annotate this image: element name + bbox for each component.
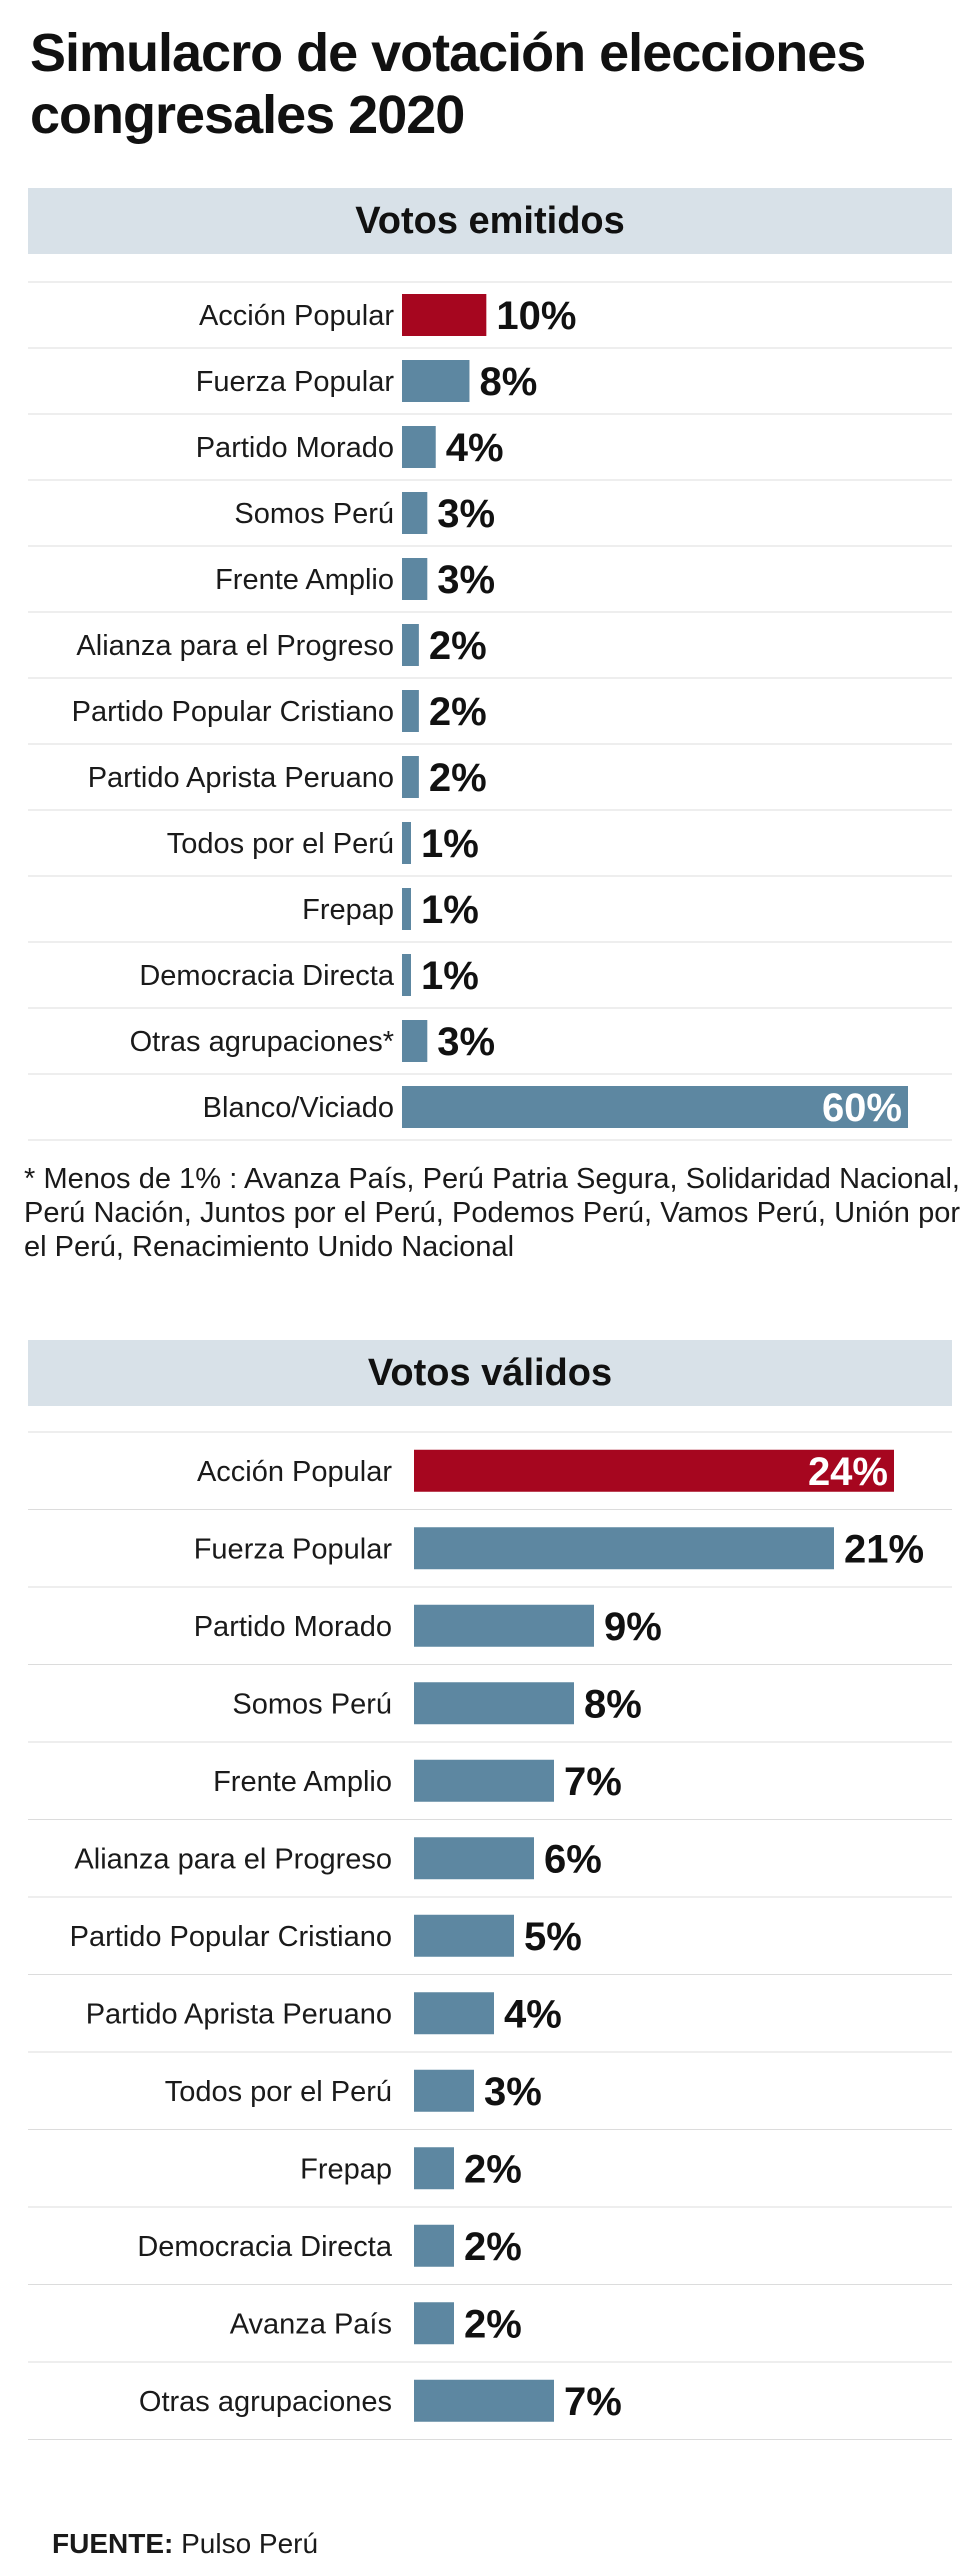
category-label-emitidos-accion-popular: Acción Popular (199, 300, 394, 332)
bar-validos-partido-aprista-peruano (414, 1992, 494, 2035)
category-label-emitidos-frente-amplio: Frente Amplio (215, 564, 394, 596)
bar-validos-partido-popular-cristiano (414, 1914, 514, 1957)
value-label-emitidos-democracia-directa: 1% (421, 954, 479, 998)
category-label-emitidos-partido-popular-cristiano: Partido Popular Cristiano (72, 696, 394, 728)
chart-votos-validos: Acción Popular 24% Fuerza Popular 21% Partid… (28, 1431, 952, 2440)
bar-emitidos-somos-peru (402, 492, 428, 534)
value-label-validos-todos-por-el-peru: 3% (484, 2070, 542, 2114)
value-label-emitidos-alianza-para-el-progreso: 2% (429, 624, 487, 668)
bar-validos-frepap (414, 2147, 454, 2190)
bar-emitidos-blanco-viciado (402, 1086, 908, 1128)
value-label-validos-democracia-directa: 2% (464, 2225, 522, 2269)
value-label-emitidos-accion-popular: 10% (496, 294, 576, 338)
bar-validos-accion-popular (414, 1449, 894, 1492)
footnote: * Menos de 1% : Avanza País, Perú Patria… (24, 1163, 960, 1263)
bar-emitidos-alianza-para-el-progreso (402, 624, 419, 666)
category-label-validos-todos-por-el-peru: Todos por el Perú (165, 2076, 392, 2108)
value-label-emitidos-frepap: 1% (421, 888, 479, 932)
value-label-emitidos-fuerza-popular: 8% (479, 360, 537, 404)
bar-validos-frente-amplio (414, 1759, 554, 1802)
category-label-emitidos-todos-por-el-peru: Todos por el Perú (167, 828, 394, 860)
bar-emitidos-partido-popular-cristiano (402, 690, 419, 732)
value-label-emitidos-frente-amplio: 3% (437, 558, 495, 602)
value-label-validos-avanza-pais: 2% (464, 2302, 522, 2346)
bar-emitidos-frepap (402, 888, 411, 930)
category-label-validos-somos-peru: Somos Perú (232, 1688, 392, 1720)
category-label-validos-avanza-pais: Avanza País (230, 2308, 392, 2340)
category-label-validos-otras-agrupaciones: Otras agrupaciones (139, 2386, 392, 2418)
value-label-emitidos-todos-por-el-peru: 1% (421, 822, 479, 866)
bar-validos-otras-agrupaciones (414, 2379, 554, 2422)
value-label-validos-partido-popular-cristiano: 5% (524, 1915, 582, 1959)
source-label: FUENTE: (52, 2528, 174, 2559)
category-label-emitidos-fuerza-popular: Fuerza Popular (196, 366, 395, 398)
category-label-emitidos-democracia-directa: Democracia Directa (139, 960, 394, 992)
bar-emitidos-otras-agrupaciones (402, 1020, 428, 1062)
source-note: FUENTE: Pulso Perú (52, 2528, 318, 2560)
bar-validos-somos-peru (414, 1682, 574, 1725)
bar-emitidos-accion-popular (402, 294, 487, 336)
category-label-validos-accion-popular: Acción Popular (197, 1456, 392, 1488)
value-label-emitidos-partido-aprista-peruano: 2% (429, 756, 487, 800)
value-label-emitidos-blanco-viciado: 60% (822, 1086, 902, 1130)
bar-emitidos-partido-morado (402, 426, 436, 468)
category-label-emitidos-partido-aprista-peruano: Partido Aprista Peruano (88, 762, 394, 794)
value-label-validos-accion-popular: 24% (808, 1450, 888, 1494)
bar-emitidos-democracia-directa (402, 954, 411, 996)
bar-validos-avanza-pais (414, 2302, 454, 2345)
value-label-validos-alianza-para-el-progreso: 6% (544, 1837, 602, 1881)
value-label-validos-partido-morado: 9% (604, 1605, 662, 1649)
section-header-votos-emitidos: Votos emitidos (28, 188, 952, 254)
category-label-emitidos-alianza-para-el-progreso: Alianza para el Progreso (76, 630, 394, 662)
category-label-emitidos-otras-agrupaciones: Otras agrupaciones* (130, 1026, 394, 1058)
category-label-validos-partido-popular-cristiano: Partido Popular Cristiano (70, 1921, 392, 1953)
category-label-validos-partido-aprista-peruano: Partido Aprista Peruano (86, 1998, 392, 2030)
bar-validos-alianza-para-el-progreso (414, 1837, 534, 1880)
value-label-emitidos-otras-agrupaciones: 3% (437, 1020, 495, 1064)
value-label-emitidos-partido-popular-cristiano: 2% (429, 690, 487, 734)
value-label-validos-fuerza-popular: 21% (844, 1527, 924, 1571)
bar-emitidos-partido-aprista-peruano (402, 756, 419, 798)
category-label-validos-frente-amplio: Frente Amplio (213, 1766, 392, 1798)
category-label-emitidos-partido-morado: Partido Morado (196, 432, 394, 464)
category-label-emitidos-frepap: Frepap (302, 894, 394, 926)
value-label-emitidos-somos-peru: 3% (437, 492, 495, 536)
category-label-validos-alianza-para-el-progreso: Alianza para el Progreso (74, 1843, 392, 1875)
category-label-validos-frepap: Frepap (300, 2153, 392, 2185)
value-label-validos-frepap: 2% (464, 2147, 522, 2191)
category-label-emitidos-blanco-viciado: Blanco/Viciado (203, 1092, 394, 1124)
value-label-validos-partido-aprista-peruano: 4% (504, 1992, 562, 2036)
bar-validos-todos-por-el-peru (414, 2069, 474, 2112)
category-label-validos-partido-morado: Partido Morado (194, 1611, 392, 1643)
bar-validos-democracia-directa (414, 2224, 454, 2267)
value-label-emitidos-partido-morado: 4% (446, 426, 504, 470)
bar-emitidos-frente-amplio (402, 558, 428, 600)
source-text: Pulso Perú (181, 2528, 319, 2559)
bar-validos-partido-morado (414, 1604, 594, 1647)
category-label-validos-democracia-directa: Democracia Directa (137, 2231, 392, 2263)
page-title: Simulacro de votación elecciones congres… (30, 23, 866, 145)
category-label-validos-fuerza-popular: Fuerza Popular (194, 1533, 393, 1565)
section-header-votos-validos: Votos válidos (28, 1340, 952, 1406)
value-label-validos-somos-peru: 8% (584, 1682, 642, 1726)
bar-emitidos-fuerza-popular (402, 360, 470, 402)
category-label-emitidos-somos-peru: Somos Perú (234, 498, 394, 530)
bar-emitidos-todos-por-el-peru (402, 822, 411, 864)
chart-votos-emitidos: Acción Popular 10% Fuerza Popular 8% Partido… (28, 281, 952, 1141)
bar-validos-fuerza-popular (414, 1527, 834, 1570)
value-label-validos-frente-amplio: 7% (564, 1760, 622, 1804)
value-label-validos-otras-agrupaciones: 7% (564, 2380, 622, 2424)
